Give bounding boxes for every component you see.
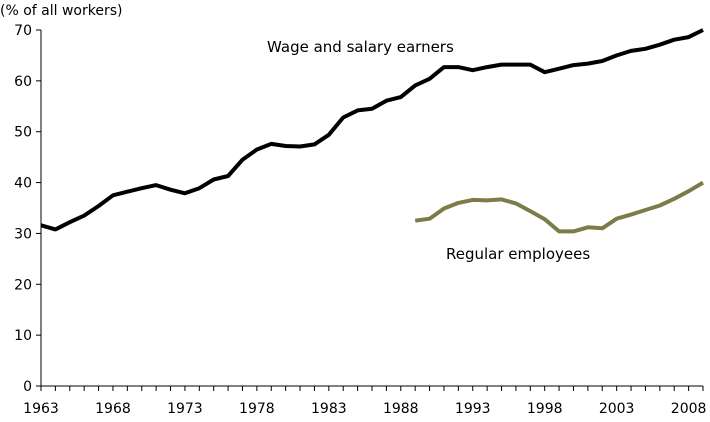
y-tick-label: 50 (14, 125, 32, 141)
y-tick-label: 10 (14, 328, 32, 344)
x-tick-label: 1978 (239, 401, 275, 417)
y-tick-label: 40 (14, 176, 32, 192)
y-axis-unit-label: (% of all workers) (0, 3, 122, 19)
x-tick-label: 1993 (455, 401, 491, 417)
x-tick-label: 1988 (383, 401, 419, 417)
y-tick-label: 20 (14, 277, 32, 293)
x-tick-label: 2008 (671, 401, 707, 417)
x-tick-label: 1998 (527, 401, 563, 417)
y-tick-label: 30 (14, 226, 32, 242)
series-label-wage-and-salary-earners: Wage and salary earners (267, 38, 454, 56)
x-tick-label: 2003 (599, 401, 635, 417)
y-tick-label: 70 (14, 23, 32, 39)
y-tick-label: 60 (14, 74, 32, 90)
x-tick-label: 1968 (95, 401, 131, 417)
x-tick-label: 1963 (23, 401, 59, 417)
x-tick-label: 1983 (311, 401, 347, 417)
x-axis: 1963 1968 1973 1978 1983 1988 1993 1998 2003 2008 (23, 385, 707, 417)
y-axis: 0 10 20 30 40 50 60 70 (14, 23, 42, 395)
series-label-regular-employees: Regular employees (446, 245, 590, 263)
series-line-regular-employees (414, 180, 705, 234)
series-line-wage-and-salary-earners (40, 28, 704, 232)
y-tick-label: 0 (23, 379, 32, 395)
series-layer (40, 28, 705, 234)
x-tick-label: 1973 (167, 401, 203, 417)
